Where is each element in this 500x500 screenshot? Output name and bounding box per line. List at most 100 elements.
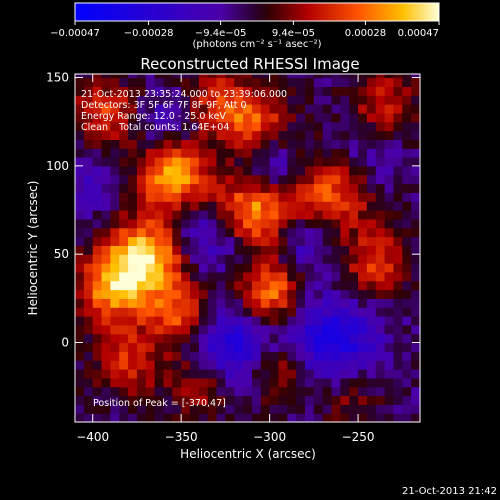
heatmap-cell [119, 316, 129, 326]
heatmap-cell [402, 333, 412, 344]
heatmap-cell [313, 351, 324, 361]
heatmap-cell [260, 86, 271, 96]
heatmap-cell [198, 324, 209, 335]
heatmap-cell [260, 386, 271, 397]
heatmap-cell [75, 351, 85, 361]
heatmap-cell [181, 77, 191, 87]
heatmap-cell [198, 271, 209, 282]
heatmap-cell [190, 351, 200, 361]
heatmap-cell [234, 227, 244, 238]
heatmap-cell [128, 148, 138, 158]
heatmap-cell [313, 289, 324, 299]
heatmap-cell [75, 74, 85, 79]
colorbar-units: (photons cm⁻² s⁻¹ asec⁻²) [192, 39, 321, 50]
heatmap-cell [322, 377, 333, 388]
heatmap-cell [296, 351, 306, 361]
heatmap-cell [296, 360, 306, 370]
heatmap-cell [375, 218, 386, 229]
heatmap-cell [375, 130, 386, 140]
heatmap-cell [136, 395, 147, 405]
heatmap-cell [154, 210, 165, 220]
heatmap-cell [216, 130, 226, 140]
heatmap-cell [216, 386, 226, 397]
heatmap-cell [101, 342, 111, 352]
heatmap-cell [225, 104, 235, 114]
heatmap-cell [181, 395, 191, 405]
heatmap-cell [207, 254, 218, 264]
heatmap-cell [119, 351, 129, 361]
heatmap-cell [296, 183, 306, 193]
heatmap-cell [101, 86, 111, 96]
heatmap-cell [198, 377, 209, 388]
heatmap-cell [145, 254, 156, 264]
heatmap-cell [411, 104, 420, 114]
heatmap-cell [384, 351, 395, 361]
heatmap-cell [322, 280, 333, 291]
heatmap-cell [313, 121, 324, 132]
heatmap-cell [340, 324, 350, 335]
heatmap-cell [110, 333, 120, 344]
heatmap-cell [207, 174, 218, 185]
heatmap-cell [340, 112, 350, 123]
heatmap-cell [393, 227, 403, 238]
heatmap-cell [92, 333, 103, 344]
heatmap-cell [225, 95, 235, 105]
heatmap-cell [305, 324, 315, 335]
heatmap-cell [402, 104, 412, 114]
heatmap-cell [375, 280, 386, 291]
heatmap-cell [190, 386, 200, 397]
heatmap-cell [366, 157, 377, 167]
heatmap-cell [349, 201, 359, 211]
heatmap-cell [260, 377, 271, 388]
heatmap-cell [305, 174, 315, 185]
heatmap-cell [190, 236, 200, 246]
heatmap-cell [402, 316, 412, 326]
heatmap-cell [411, 227, 420, 238]
heatmap-cell [393, 342, 403, 352]
heatmap-cell [384, 112, 395, 123]
heatmap-cell [207, 130, 218, 140]
heatmap-cell [207, 377, 218, 388]
heatmap-cell [119, 201, 129, 211]
heatmap-cell [92, 183, 103, 193]
heatmap-cell [393, 104, 403, 114]
heatmap-cell [384, 280, 395, 291]
heatmap-cell [136, 201, 147, 211]
heatmap-cell [251, 86, 262, 96]
heatmap-cell [313, 254, 324, 264]
heatmap-cell [260, 395, 271, 405]
heatmap-cell [190, 174, 200, 185]
heatmap-cell [349, 183, 359, 193]
heatmap-cell [393, 112, 403, 123]
heatmap-cell [110, 201, 120, 211]
heatmap-cell [207, 139, 218, 149]
heatmap-cell [243, 104, 253, 114]
heatmap-cell [190, 77, 200, 87]
heatmap-cell [128, 395, 138, 405]
heatmap-cell [234, 174, 244, 185]
heatmap-cell [172, 289, 182, 299]
heatmap-cell [287, 316, 297, 326]
heatmap-cell [198, 121, 209, 132]
heatmap-cell [83, 369, 94, 379]
heatmap-cell [198, 333, 209, 344]
heatmap-cell [331, 174, 341, 185]
heatmap-cell [154, 148, 165, 158]
heatmap-cell [384, 254, 395, 264]
heatmap-cell [198, 280, 209, 291]
heatmap-cell [251, 404, 262, 414]
heatmap-cell [128, 210, 138, 220]
heatmap-cell [322, 351, 333, 361]
heatmap-cell [269, 112, 280, 123]
heatmap-cell [198, 174, 209, 185]
heatmap-cell [216, 165, 226, 176]
heatmap-cell [216, 298, 226, 308]
heatmap-cell [296, 192, 306, 202]
heatmap-cell [278, 404, 288, 414]
heatmap-cell [110, 174, 120, 185]
heatmap-cell [340, 227, 350, 238]
heatmap-cell [190, 86, 200, 96]
heatmap-cell [136, 404, 147, 414]
heatmap-cell [278, 148, 288, 158]
heatmap-cell [340, 333, 350, 344]
